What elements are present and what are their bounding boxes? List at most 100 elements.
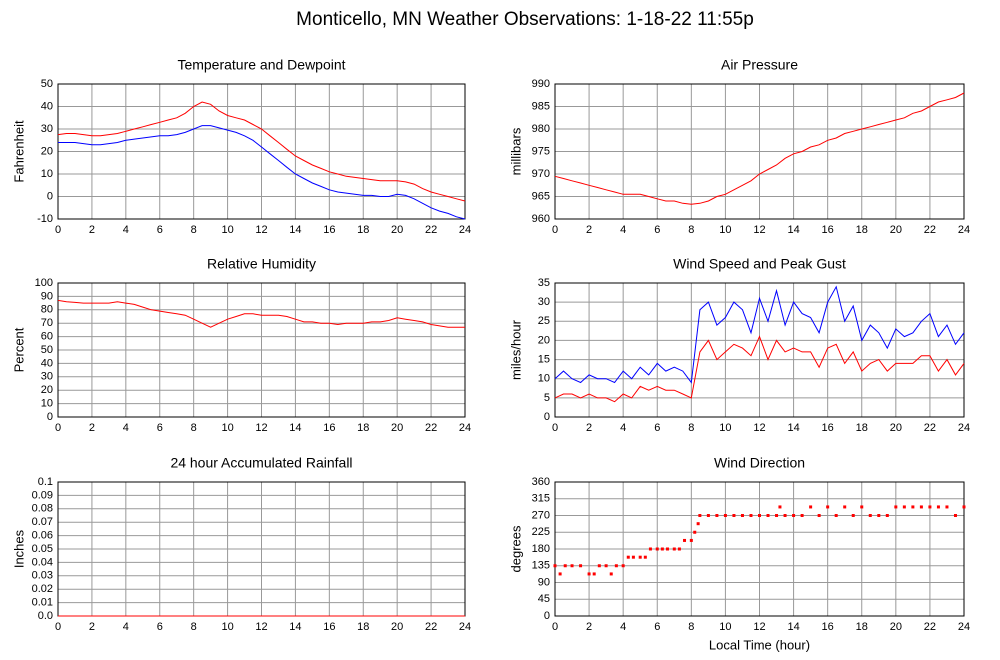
data-point bbox=[894, 505, 898, 509]
y-axis-label: Inches bbox=[11, 529, 26, 568]
data-point bbox=[587, 572, 591, 576]
plot-frame bbox=[554, 282, 965, 418]
x-tick-label: 12 bbox=[255, 224, 267, 236]
y-tick-label: 10 bbox=[41, 168, 53, 180]
y-tick-label: 90 bbox=[538, 576, 550, 588]
x-tick-label: 16 bbox=[323, 422, 335, 434]
x-tick-label: 0 bbox=[55, 224, 61, 236]
y-tick-label: 985 bbox=[532, 100, 550, 112]
y-tick-label: 40 bbox=[41, 357, 53, 369]
y-tick-label: 30 bbox=[41, 371, 53, 383]
x-tick-label: 20 bbox=[890, 224, 902, 236]
data-point bbox=[817, 514, 821, 517]
y-tick-label: 10 bbox=[41, 398, 53, 410]
y-tick-label: 80 bbox=[41, 304, 53, 316]
y-tick-label: 25 bbox=[538, 315, 550, 327]
y-tick-label: 980 bbox=[532, 123, 550, 135]
x-tick-label: 20 bbox=[391, 422, 403, 434]
y-tick-label: 50 bbox=[41, 78, 53, 90]
data-point bbox=[962, 505, 966, 509]
subplot-title: Air Pressure bbox=[721, 57, 798, 73]
x-tick-label: 24 bbox=[459, 422, 471, 434]
subplot-title: Wind Direction bbox=[714, 455, 805, 471]
y-tick-label: -10 bbox=[37, 213, 53, 225]
x-tick-label: 12 bbox=[753, 621, 765, 633]
data-line bbox=[554, 285, 965, 384]
x-tick-label: 0 bbox=[55, 621, 61, 633]
x-tick-label: 0 bbox=[552, 621, 558, 633]
plot-frame bbox=[554, 83, 965, 220]
y-tick-label: 45 bbox=[538, 593, 550, 605]
data-point bbox=[660, 547, 664, 551]
data-point bbox=[766, 514, 770, 517]
x-tick-label: 18 bbox=[856, 422, 868, 434]
data-point bbox=[677, 547, 681, 551]
data-point bbox=[672, 547, 676, 551]
y-tick-label: 40 bbox=[41, 100, 53, 112]
y-tick-label: 225 bbox=[532, 526, 550, 538]
x-tick-label: 12 bbox=[753, 224, 765, 236]
x-tick-label: 12 bbox=[255, 621, 267, 633]
data-point bbox=[778, 505, 782, 509]
x-tick-label: 16 bbox=[323, 224, 335, 236]
x-tick-label: 8 bbox=[688, 422, 694, 434]
x-tick-label: 16 bbox=[822, 224, 834, 236]
x-tick-label: 14 bbox=[289, 621, 301, 633]
y-tick-label: 0.05 bbox=[32, 543, 53, 555]
data-line bbox=[554, 92, 965, 205]
x-tick-label: 8 bbox=[191, 422, 197, 434]
y-tick-label: 30 bbox=[41, 123, 53, 135]
subplot-title: 24 hour Accumulated Rainfall bbox=[170, 455, 352, 471]
data-point bbox=[626, 555, 630, 559]
subplot-title: Relative Humidity bbox=[207, 256, 316, 272]
x-tick-label: 18 bbox=[856, 621, 868, 633]
x-tick-label: 22 bbox=[425, 422, 437, 434]
x-tick-label: 8 bbox=[688, 224, 694, 236]
x-tick-label: 6 bbox=[157, 224, 163, 236]
data-point bbox=[902, 505, 906, 509]
y-tick-label: 0.06 bbox=[32, 530, 53, 542]
x-tick-label: 22 bbox=[425, 621, 437, 633]
x-tick-label: 18 bbox=[856, 224, 868, 236]
y-tick-label: 20 bbox=[538, 334, 550, 346]
data-point bbox=[631, 555, 635, 559]
x-tick-label: 6 bbox=[654, 621, 660, 633]
x-tick-label: 18 bbox=[357, 224, 369, 236]
data-point bbox=[868, 514, 872, 517]
x-tick-label: 2 bbox=[89, 422, 95, 434]
data-point bbox=[800, 514, 804, 517]
x-tick-label: 4 bbox=[620, 422, 626, 434]
data-point bbox=[643, 555, 647, 559]
data-point bbox=[698, 514, 702, 517]
data-point bbox=[911, 505, 915, 509]
x-tick-label: 10 bbox=[221, 224, 233, 236]
data-point bbox=[579, 564, 583, 568]
x-tick-label: 14 bbox=[787, 621, 799, 633]
data-point bbox=[732, 514, 736, 517]
data-line bbox=[554, 335, 965, 403]
y-tick-label: 360 bbox=[532, 476, 550, 488]
data-point bbox=[665, 547, 669, 551]
data-point bbox=[553, 564, 557, 568]
data-point bbox=[715, 514, 719, 517]
y-tick-label: 0 bbox=[47, 190, 53, 202]
y-tick-label: 960 bbox=[532, 213, 550, 225]
data-point bbox=[570, 564, 574, 568]
data-point bbox=[953, 514, 957, 517]
y-tick-label: 0.1 bbox=[38, 476, 53, 488]
data-point bbox=[851, 514, 855, 517]
data-point bbox=[604, 564, 608, 568]
y-tick-label: 20 bbox=[41, 145, 53, 157]
x-tick-label: 14 bbox=[289, 422, 301, 434]
y-tick-label: 60 bbox=[41, 331, 53, 343]
x-tick-label: 16 bbox=[822, 621, 834, 633]
x-tick-label: 24 bbox=[459, 621, 471, 633]
y-tick-label: 0.01 bbox=[32, 597, 53, 609]
x-tick-label: 18 bbox=[357, 422, 369, 434]
data-point bbox=[792, 514, 796, 517]
x-tick-label: 12 bbox=[753, 422, 765, 434]
x-tick-label: 24 bbox=[958, 224, 970, 236]
x-tick-label: 10 bbox=[719, 621, 731, 633]
y-tick-label: 0.08 bbox=[32, 503, 53, 515]
plot-frame bbox=[57, 83, 466, 220]
